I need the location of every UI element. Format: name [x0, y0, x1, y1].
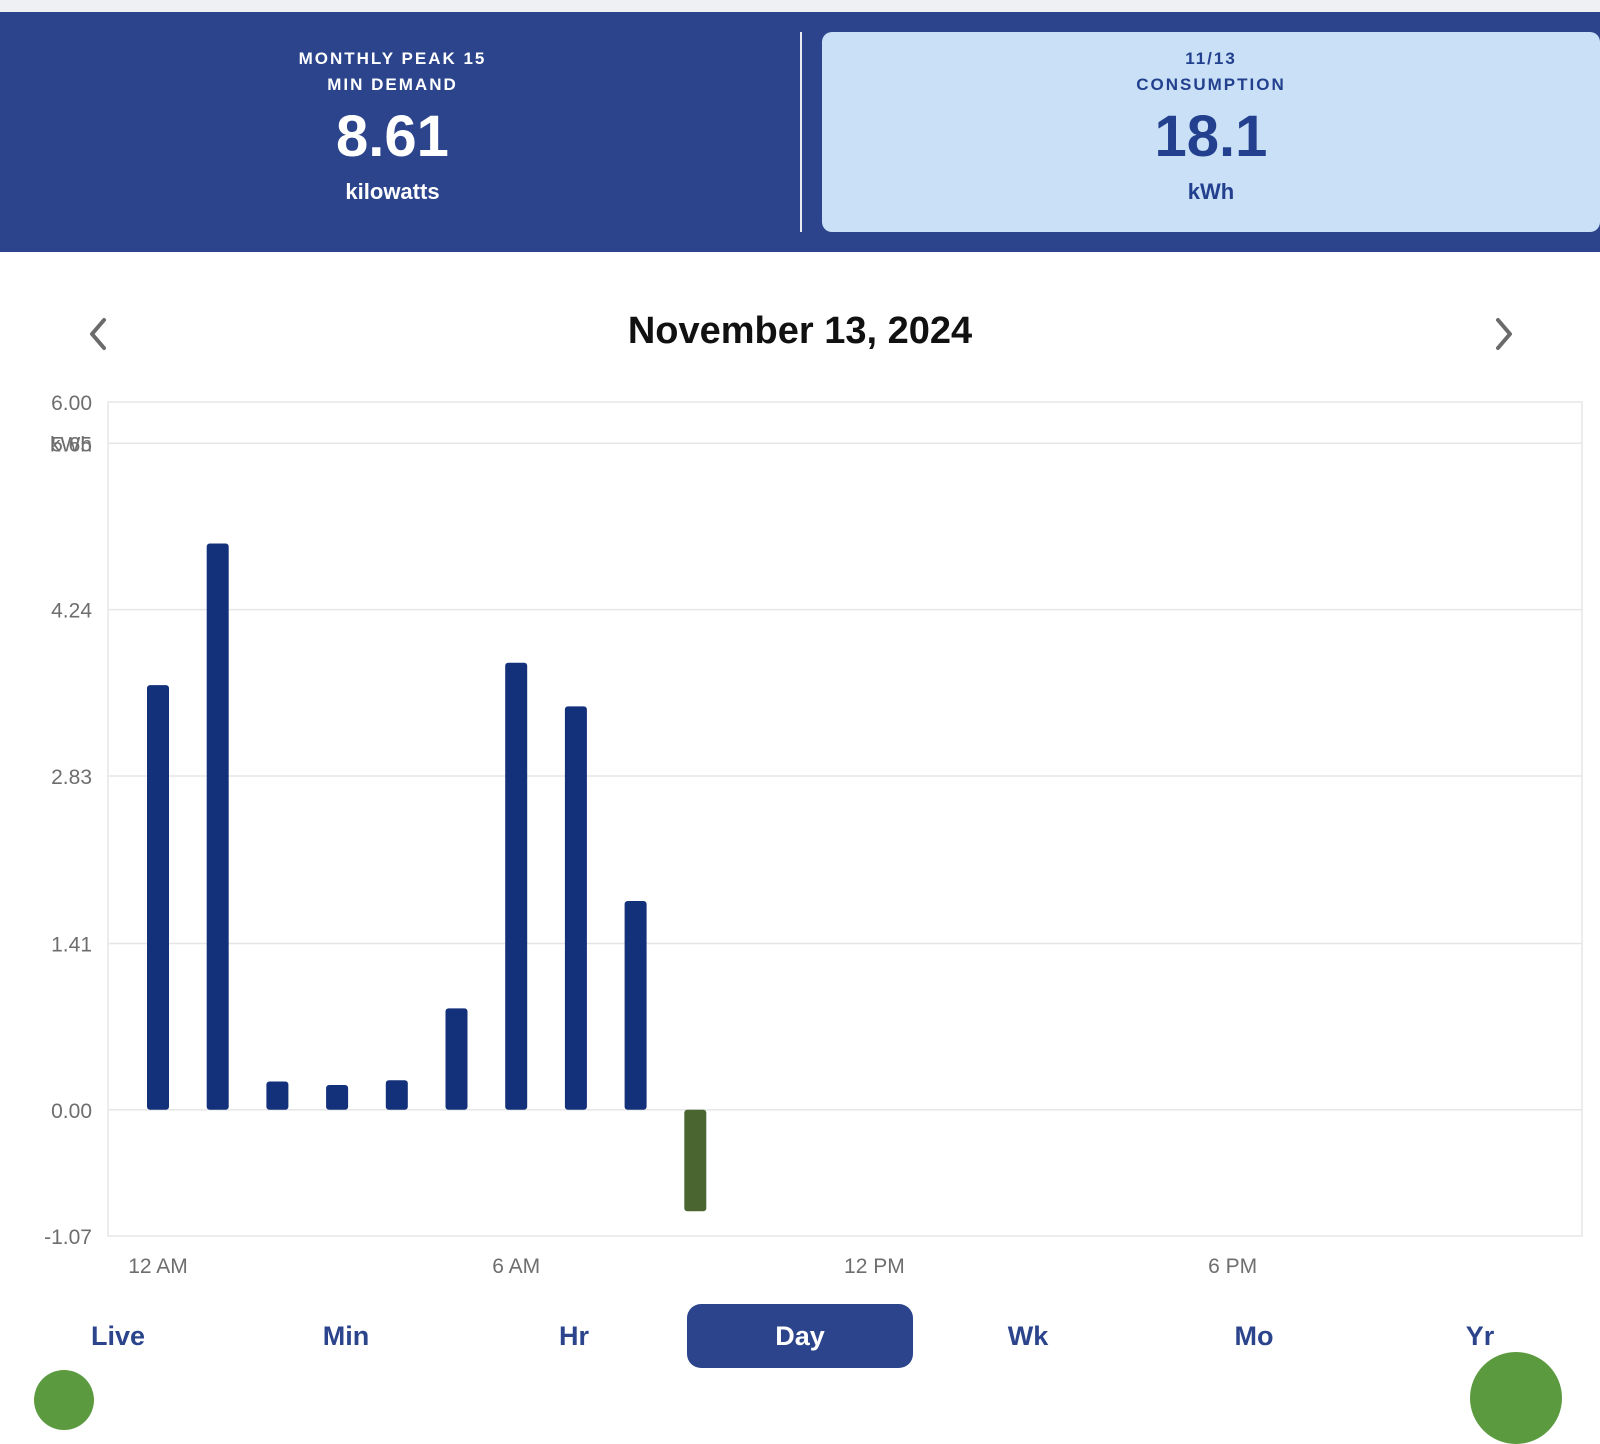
previous-day-button[interactable]: [76, 312, 120, 356]
chart-bar[interactable]: [147, 685, 169, 1110]
consumption-unit: kWh: [1187, 179, 1235, 204]
chart-bar[interactable]: [684, 1109, 707, 1212]
tab-mo[interactable]: Mo: [1234, 1320, 1274, 1351]
x-tick-label: 12 PM: [844, 1255, 905, 1278]
usage-bar-chart[interactable]: -1.07 0.00 1.41 2.83 4.24 5.65 6.00 kWh 12 AM 6 A…: [0, 380, 1600, 1280]
peak-demand-unit: kilowatts: [345, 179, 440, 204]
chart-bar[interactable]: [266, 1081, 289, 1110]
x-tick-label: 6 PM: [1208, 1255, 1257, 1278]
peak-demand-card[interactable]: MONTHLY PEAK 15 MIN DEMAND 8.61 kilowatt…: [0, 32, 785, 232]
plot-frame: [107, 401, 1583, 1237]
top-strip: [0, 0, 1600, 12]
date-navigator: November 13, 2024: [0, 300, 1600, 370]
interval-tabs: Live Min Hr Day Wk Mo Yr: [0, 1304, 1600, 1370]
y-tick-label: 2.83: [51, 766, 92, 789]
tab-min[interactable]: Min: [322, 1320, 370, 1351]
y-tick-label: 0.00: [51, 1100, 92, 1123]
tab-hr[interactable]: Hr: [558, 1320, 589, 1351]
tab-wk[interactable]: Wk: [1007, 1320, 1049, 1351]
y-axis-unit-label: kWh: [50, 433, 92, 456]
peak-demand-value: 8.61: [336, 104, 449, 169]
chart-bar[interactable]: [564, 706, 587, 1110]
summary-header: MONTHLY PEAK 15 MIN DEMAND 8.61 kilowatt…: [0, 12, 1600, 252]
y-tick-label: 1.41: [51, 933, 92, 956]
chart-bar[interactable]: [445, 1008, 468, 1110]
y-tick-label: 6.00: [51, 392, 92, 415]
chart-bar[interactable]: [505, 662, 528, 1110]
consumption-caption-line2: CONSUMPTION: [1136, 75, 1286, 94]
chart-bar[interactable]: [624, 900, 647, 1110]
consumption-caption-line1: 11/13: [1185, 49, 1237, 68]
tab-day[interactable]: Day: [687, 1304, 913, 1368]
usage-chart-container: -1.07 0.00 1.41 2.83 4.24 5.65 6.00 kWh 12 AM 6 A…: [0, 380, 1600, 1280]
floating-action-button[interactable]: [1470, 1352, 1562, 1444]
tab-yr[interactable]: Yr: [1465, 1320, 1495, 1351]
x-tick-label: 6 AM: [492, 1255, 540, 1278]
chart-bar[interactable]: [326, 1085, 349, 1110]
consumption-card[interactable]: 11/13 CONSUMPTION 18.1 kWh: [822, 32, 1600, 232]
chart-bar[interactable]: [385, 1080, 408, 1110]
chevron-left-icon: [90, 318, 106, 350]
header-divider: [800, 32, 802, 232]
date-title: November 13, 2024: [627, 310, 973, 352]
left-action-button[interactable]: [34, 1370, 94, 1430]
y-tick-label: 5.65: [51, 433, 92, 456]
chart-bar[interactable]: [206, 543, 229, 1110]
consumption-value: 18.1: [1154, 104, 1268, 169]
y-tick-label: 4.24: [51, 600, 92, 623]
peak-demand-caption-line1: MONTHLY PEAK 15: [298, 49, 487, 68]
y-tick-label: -1.07: [44, 1226, 92, 1249]
next-day-button[interactable]: [1482, 312, 1526, 356]
tab-live[interactable]: Live: [90, 1320, 146, 1351]
chevron-right-icon: [1496, 318, 1512, 350]
peak-demand-caption-line2: MIN DEMAND: [327, 75, 458, 94]
x-tick-label: 12 AM: [128, 1255, 188, 1278]
